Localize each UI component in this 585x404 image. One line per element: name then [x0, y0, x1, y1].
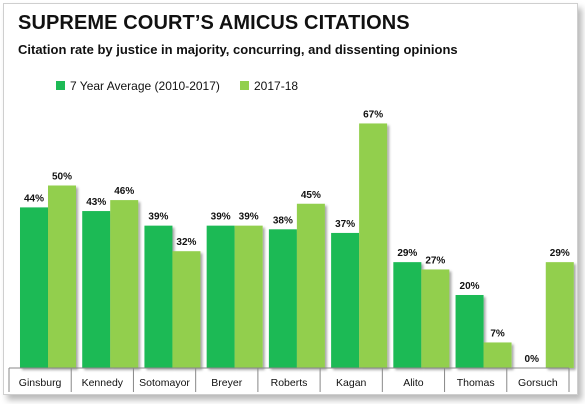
- x-tick-label-kagan: Kagan: [336, 377, 367, 389]
- chart-subtitle: Citation rate by justice in majority, co…: [18, 42, 458, 57]
- data-label-thomas-series-1: 20%: [460, 281, 480, 292]
- data-label-breyer-series-2: 39%: [239, 212, 259, 223]
- bar-gorsuch-series-2: [545, 262, 574, 368]
- x-tick-label-alito: Alito: [403, 377, 424, 389]
- bar-sotomayor-series-2: [172, 251, 201, 368]
- x-tick-label-gorsuch: Gorsuch: [518, 377, 558, 389]
- data-label-alito-series-1: 29%: [397, 248, 417, 259]
- legend-label-2: 2017-18: [254, 79, 298, 93]
- bar-thomas-series-1: [455, 295, 484, 368]
- data-label-alito-series-2: 27%: [425, 255, 445, 266]
- data-label-kennedy-series-2: 46%: [114, 186, 134, 197]
- x-tick-label-breyer: Breyer: [211, 377, 242, 389]
- data-label-ginsburg-series-2: 50%: [52, 172, 72, 183]
- data-label-roberts-series-1: 38%: [273, 215, 293, 226]
- bar-chart: 7 Year Average (2010-2017) 2017-18 44% 50% 4…: [8, 79, 574, 392]
- bar-roberts-series-1: [268, 229, 297, 368]
- legend-swatch-1: [56, 81, 65, 90]
- bar-ginsburg-series-1: [20, 207, 48, 368]
- data-label-kagan-series-2: 67%: [363, 109, 383, 120]
- data-label-thomas-series-2: 7%: [490, 328, 505, 339]
- data-label-gorsuch-series-2: 29%: [550, 248, 570, 259]
- x-tick-label-thomas: Thomas: [457, 377, 495, 389]
- x-tick-label-ginsburg: Ginsburg: [19, 377, 62, 389]
- chart-title: SUPREME COURT’S AMICUS CITATIONS: [18, 12, 410, 34]
- bar-kennedy-series-1: [82, 211, 111, 368]
- data-label-breyer-series-1: 39%: [211, 212, 231, 223]
- data-label-sotomayor-series-1: 39%: [148, 212, 168, 223]
- bar-alito-series-2: [421, 269, 450, 368]
- x-tick-label-kennedy: Kennedy: [82, 377, 124, 389]
- bar-roberts-series-2: [296, 203, 325, 368]
- bar-ginsburg-series-2: [48, 185, 76, 368]
- data-label-gorsuch-series-1: 0%: [525, 354, 540, 365]
- data-label-sotomayor-series-2: 32%: [176, 237, 196, 248]
- legend-label-1: 7 Year Average (2010-2017): [70, 79, 220, 93]
- bar-thomas-series-2: [483, 342, 512, 368]
- chart-frame: SUPREME COURT’S AMICUS CITATIONS Citatio…: [3, 3, 578, 395]
- bar-breyer-series-2: [234, 225, 263, 368]
- x-tick-label-roberts: Roberts: [271, 377, 308, 389]
- x-tick-label-sotomayor: Sotomayor: [139, 377, 190, 389]
- data-label-kagan-series-1: 37%: [335, 219, 355, 230]
- data-label-kennedy-series-1: 43%: [86, 197, 106, 208]
- bar-sotomayor-series-1: [144, 225, 173, 368]
- bar-kennedy-series-2: [110, 200, 139, 368]
- data-label-roberts-series-2: 45%: [301, 190, 321, 201]
- bar-breyer-series-1: [206, 225, 235, 368]
- bar-kagan-series-1: [331, 232, 360, 368]
- bar-alito-series-1: [393, 262, 422, 368]
- legend-swatch-2: [240, 81, 249, 90]
- data-label-ginsburg-series-1: 44%: [24, 193, 44, 204]
- bar-kagan-series-2: [359, 123, 388, 368]
